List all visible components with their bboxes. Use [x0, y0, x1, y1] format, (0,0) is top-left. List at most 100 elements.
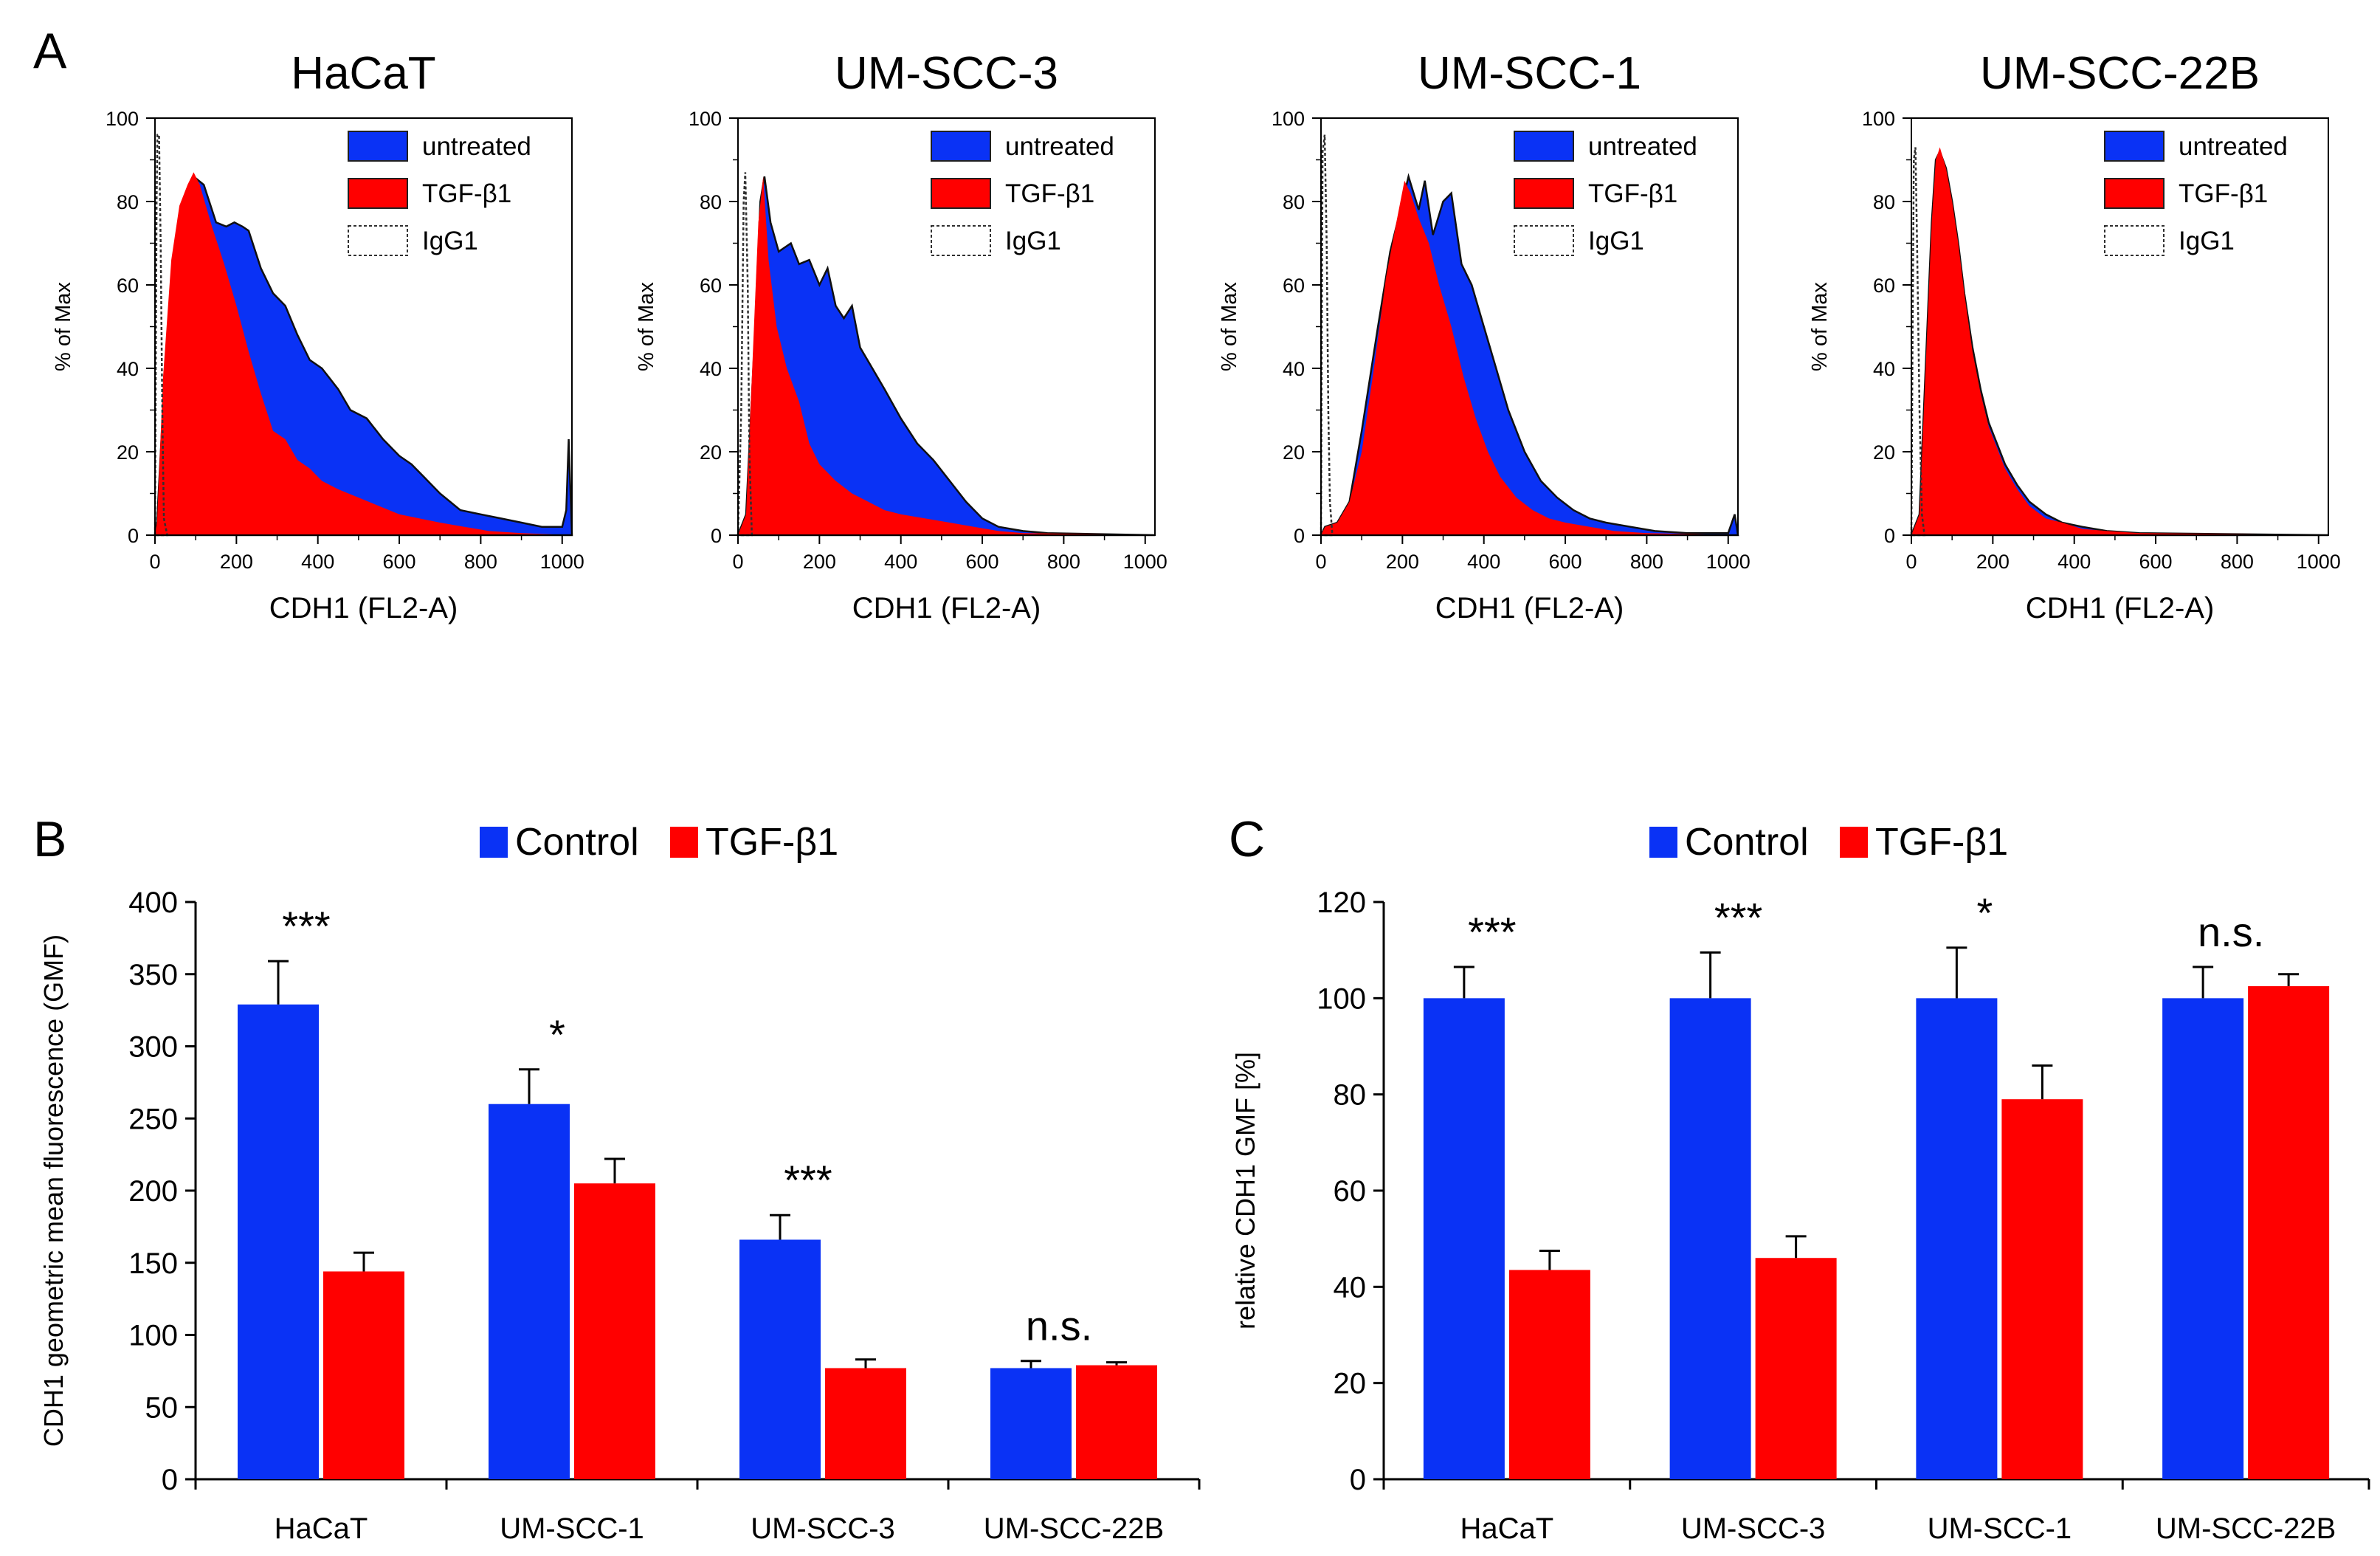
histogram-title: HaCaT: [291, 48, 435, 99]
category-label: HaCaT: [1460, 1512, 1554, 1545]
y-axis-label: % of Max: [52, 282, 75, 371]
bar-tgf-1-um-scc-1: [2001, 1099, 2083, 1479]
y-tick-label: 20: [1334, 1368, 1367, 1400]
legend-label-untreated: untreated: [1588, 132, 1697, 161]
legend-label-control: Control: [515, 821, 639, 864]
y-axis-label: % of Max: [1218, 282, 1241, 371]
histogram-um-scc-3: 0 200 400 600 800 1000 0 20 40 60 80 100 UM-SCC-3 CDH…: [635, 48, 1167, 624]
y-tick-label: 0: [711, 525, 722, 547]
legend-swatch-tgf: [1840, 827, 1868, 858]
x-tick-label: 800: [1630, 551, 1663, 573]
x-tick-label: 400: [884, 551, 917, 573]
y-tick-label: 80: [117, 191, 139, 213]
y-tick-label: 0: [162, 1464, 178, 1496]
bar-tgf-1-hacat: [323, 1271, 404, 1479]
legend-swatch-tgf: [2104, 178, 2165, 209]
legend-swatch-control: [1649, 827, 1677, 858]
histogram-series-igg1: [1320, 134, 1334, 537]
legend-label-tgf: TGF-β1: [422, 179, 511, 208]
x-tick-label: 0: [149, 551, 160, 573]
bar-control-um-scc-1: [489, 1104, 570, 1479]
y-tick-label: 80: [700, 191, 722, 213]
y-tick-label: 40: [1334, 1271, 1367, 1304]
y-tick-label: 100: [106, 108, 139, 130]
x-tick-label: 1000: [540, 551, 584, 573]
y-tick-label: 50: [145, 1391, 179, 1424]
x-tick-label: 800: [1047, 551, 1080, 573]
x-tick-label: 800: [2221, 551, 2254, 573]
category-label: UM-SCC-3: [1681, 1512, 1826, 1545]
significance-label: n.s.: [1026, 1303, 1092, 1349]
y-tick-label: 300: [128, 1031, 178, 1064]
legend-swatch-tgf: [670, 827, 698, 858]
y-tick-label: 200: [128, 1175, 178, 1208]
x-tick-label: 400: [2058, 551, 2091, 573]
legend-label-tgf: TGF-β1: [1588, 179, 1677, 208]
legend-label-igg: IgG1: [2179, 227, 2235, 255]
x-tick-label: 200: [803, 551, 836, 573]
panel-letter-b: B: [33, 811, 66, 867]
bar-control-um-scc-22b: [2162, 998, 2244, 1479]
legend-label-igg: IgG1: [1005, 227, 1061, 255]
legend-label-untreated: untreated: [1005, 132, 1114, 161]
legend-swatch-untreated: [2104, 131, 2165, 162]
legend-label-tgf: TGF-β1: [706, 821, 838, 864]
y-tick-label: 60: [1334, 1175, 1367, 1208]
histogram-series-untreated: [737, 176, 1156, 537]
histogram-title: UM-SCC-3: [835, 48, 1058, 99]
x-tick-label: 200: [1386, 551, 1419, 573]
significance-label: ***: [282, 903, 330, 949]
x-axis-label: CDH1 (FL2-A): [852, 592, 1041, 624]
x-axis-label: CDH1 (FL2-A): [269, 592, 458, 624]
x-tick-label: 400: [1467, 551, 1500, 573]
x-tick-label: 200: [1976, 551, 2010, 573]
y-tick-label: 0: [128, 525, 139, 547]
bar-tgf-1-hacat: [1508, 1270, 1590, 1479]
x-tick-label: 1000: [1706, 551, 1750, 573]
significance-label: *: [549, 1011, 565, 1058]
legend-swatch-igg: [2104, 225, 2165, 256]
bar-control-um-scc-22b: [990, 1368, 1072, 1479]
y-tick-label: 150: [128, 1247, 178, 1280]
legend-label-tgf: TGF-β1: [1875, 821, 2008, 864]
significance-label: ***: [784, 1157, 832, 1203]
y-axis-label: % of Max: [635, 282, 658, 371]
y-axis-label: CDH1 geometric mean fluorescence (GMF): [38, 934, 69, 1447]
legend-label-untreated: untreated: [422, 132, 531, 161]
x-tick-label: 0: [1905, 551, 1917, 573]
legend-swatch-tgf: [1514, 178, 1574, 209]
significance-label: n.s.: [2198, 909, 2264, 955]
y-tick-label: 20: [1873, 441, 1895, 464]
legend-swatch-igg: [348, 225, 408, 256]
y-tick-label: 60: [117, 275, 139, 297]
x-tick-label: 0: [1315, 551, 1326, 573]
y-axis-label: % of Max: [1808, 282, 1832, 371]
legend-swatch-igg: [931, 225, 991, 256]
bar-tgf-1-um-scc-3: [1755, 1258, 1837, 1479]
legend-swatch-igg: [1514, 225, 1574, 256]
legend-label-control: Control: [1685, 821, 1809, 864]
legend-swatch-control: [480, 827, 508, 858]
legend-swatch-untreated: [1514, 131, 1574, 162]
panel-letter-a: A: [33, 23, 67, 79]
histogram-title: UM-SCC-1: [1418, 48, 1641, 99]
y-tick-label: 350: [128, 959, 178, 991]
y-tick-label: 100: [1862, 108, 1895, 130]
x-tick-label: 200: [220, 551, 253, 573]
x-tick-label: 600: [383, 551, 416, 573]
y-tick-label: 40: [1283, 358, 1305, 380]
legend-swatch-untreated: [931, 131, 991, 162]
bar-chart-bar-b: 0 50 100 150 200 250 300 350 400 CDH1 geometric m…: [38, 821, 1201, 1545]
y-tick-label: 0: [1294, 525, 1305, 547]
y-tick-label: 40: [700, 358, 722, 380]
y-tick-label: 40: [117, 358, 139, 380]
y-tick-label: 80: [1283, 191, 1305, 213]
category-label: UM-SCC-1: [500, 1512, 644, 1545]
category-label: UM-SCC-22B: [984, 1512, 1164, 1545]
x-tick-label: 1000: [1123, 551, 1167, 573]
histogram-um-scc-22b: 0 200 400 600 800 1000 0 20 40 60 80 100 UM-SCC-22B C…: [1808, 48, 2341, 624]
histogram-series-tgf-1: [1321, 180, 1738, 536]
y-tick-label: 250: [128, 1103, 178, 1135]
